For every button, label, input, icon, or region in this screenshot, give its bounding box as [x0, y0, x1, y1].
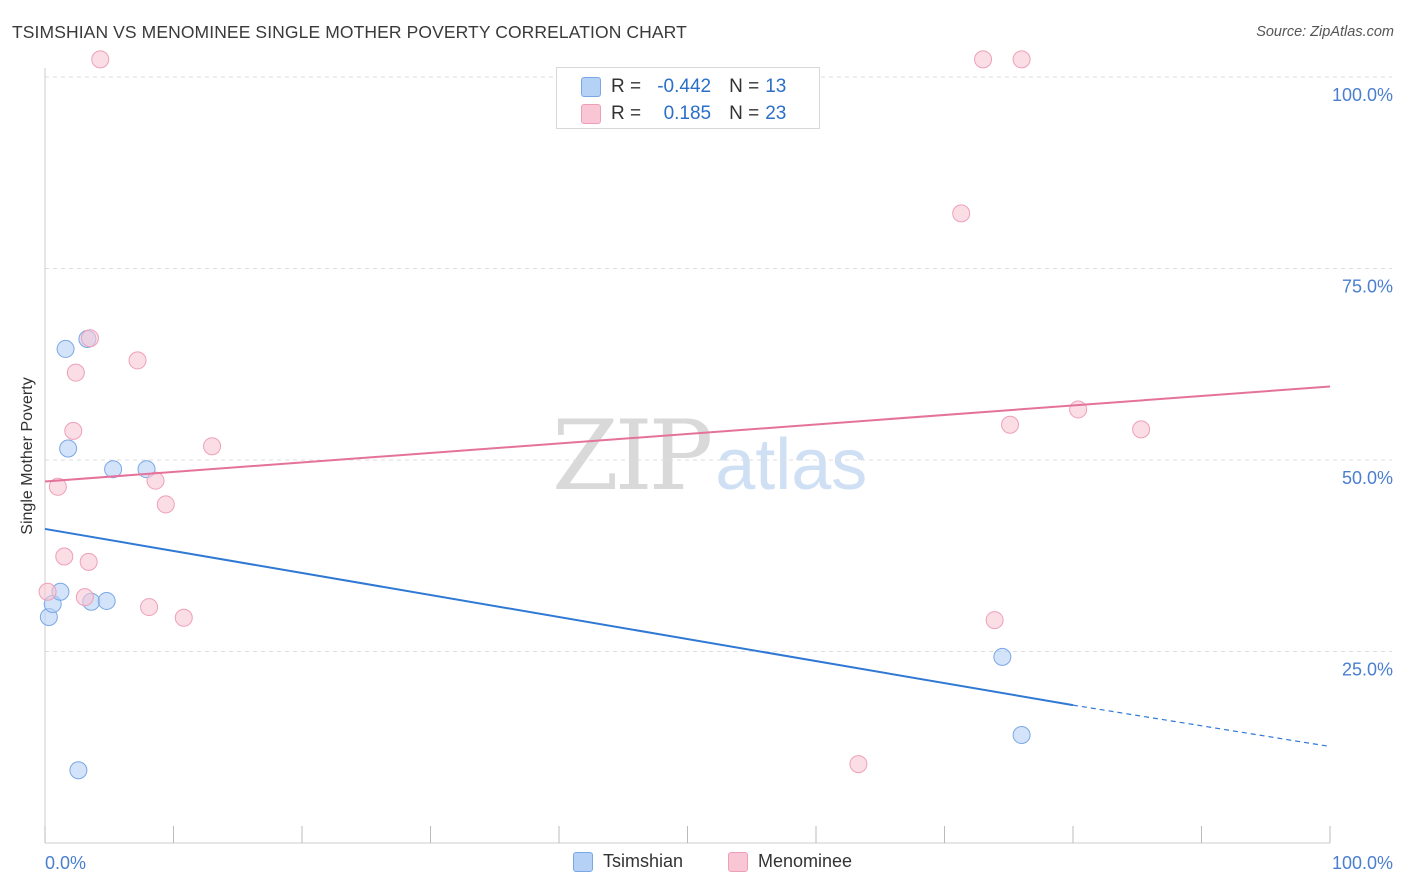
legend-item-menominee: Menominee — [728, 851, 852, 872]
menominee-point — [1069, 400, 1088, 419]
menominee-point — [203, 437, 222, 456]
stats-row-menominee: R = 0.185 N = 23 — [581, 102, 786, 126]
menominee-swatch — [581, 104, 601, 124]
menominee-point — [128, 351, 147, 370]
stats-n-label: N = — [729, 103, 760, 124]
y-tick-label: 75.0% — [1342, 277, 1393, 297]
menominee-legend-swatch — [728, 851, 748, 872]
menominee-point — [1012, 50, 1031, 69]
menominee-point — [75, 588, 94, 607]
tsimshian-trendline — [44, 527, 1074, 707]
stats-r-value: -0.442 — [657, 76, 712, 97]
y-tick-label: 100.0% — [1332, 85, 1393, 105]
menominee-point — [48, 477, 67, 496]
menominee-point — [146, 471, 165, 490]
tsimshian-trendline-extension — [1072, 704, 1331, 748]
menominee-point — [140, 598, 159, 617]
menominee-point — [38, 582, 57, 601]
menominee-point — [1132, 420, 1151, 439]
menominee-point — [952, 204, 971, 223]
legend-label-tsimshian: Tsimshian — [603, 851, 684, 871]
stats-n-value: 13 — [765, 76, 787, 97]
menominee-point — [974, 50, 993, 69]
menominee-point — [80, 329, 99, 348]
source-credit: Source: ZipAtlas.com — [1256, 24, 1394, 40]
watermark-atlas: atlas — [715, 425, 868, 505]
x-tick-label: 0.0% — [45, 853, 86, 873]
tsimshian-point — [59, 439, 78, 458]
menominee-point — [91, 50, 110, 69]
stats-n-label: N = — [729, 76, 760, 97]
tsimshian-point — [69, 761, 88, 780]
y-tick-label: 25.0% — [1342, 660, 1393, 680]
tsimshian-point — [97, 591, 116, 610]
menominee-point — [66, 363, 85, 382]
legend-label-menominee: Menominee — [758, 851, 853, 871]
legend-item-tsimshian: Tsimshian — [573, 851, 683, 872]
menominee-point — [1001, 415, 1020, 434]
menominee-point — [174, 608, 193, 627]
menominee-point — [64, 421, 83, 440]
stats-legend: R = -0.442 N = 13 R = 0.185 N = 23 — [556, 67, 820, 129]
tsimshian-point — [1012, 725, 1031, 744]
menominee-point — [79, 552, 98, 571]
tsimshian-legend-swatch — [573, 851, 593, 872]
stats-r-value: 0.185 — [663, 103, 712, 124]
y-tick-label: 50.0% — [1342, 468, 1393, 488]
menominee-trendline — [44, 385, 1331, 483]
tsimshian-point — [993, 647, 1012, 666]
menominee-point — [55, 547, 74, 566]
chart-title: TSIMSHIAN VS MENOMINEE SINGLE MOTHER POV… — [12, 22, 687, 42]
stats-r-label: R = — [611, 103, 642, 124]
menominee-point — [985, 611, 1004, 630]
x-tick-label: 100.0% — [1332, 853, 1393, 873]
stats-r-label: R = — [611, 76, 642, 97]
tsimshian-point — [56, 339, 75, 358]
tsimshian-point — [104, 460, 123, 479]
stats-n-value: 23 — [765, 103, 787, 124]
tsimshian-swatch — [581, 77, 601, 97]
watermark: ZIPatlas — [552, 400, 867, 512]
menominee-point — [156, 495, 175, 514]
watermark-zip: ZIP — [552, 400, 713, 512]
menominee-point — [849, 755, 868, 774]
series-legend: Tsimshian Menominee — [0, 851, 1406, 879]
stats-row-tsimshian: R = -0.442 N = 13 — [581, 75, 786, 99]
